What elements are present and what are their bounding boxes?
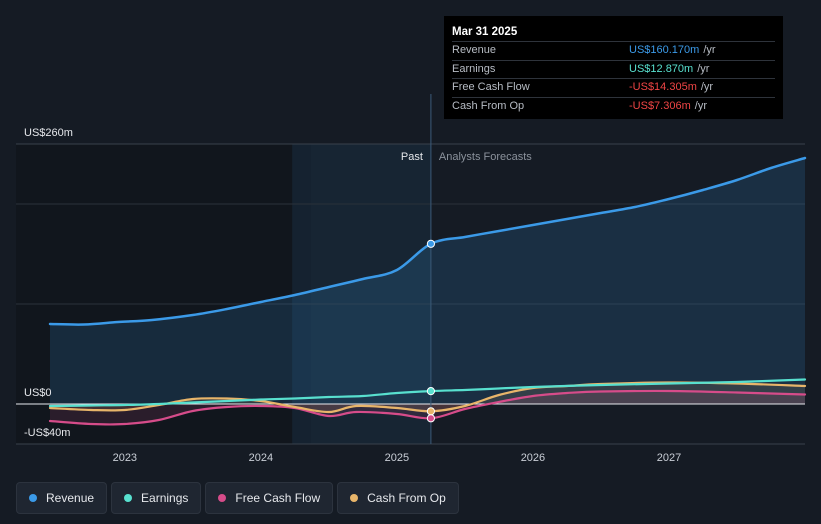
tooltip-row-cash-from-op: Cash From Op -US$7.306m /yr [452, 96, 775, 116]
legend-label: Earnings [141, 491, 189, 505]
tooltip-name: Free Cash Flow [452, 81, 530, 93]
free-cash-flow-line [48, 389, 807, 426]
tooltip-unit: /yr [694, 99, 707, 112]
tooltip-value: -US$7.306m [629, 99, 691, 112]
free-cash-flow-dot-icon [218, 494, 227, 502]
legend-label: Revenue [46, 491, 95, 505]
tooltip-row-free-cash-flow: Free Cash Flow -US$14.305m /yr [452, 78, 775, 97]
x-tick-2023: 2023 [113, 452, 137, 464]
revenue-area [50, 158, 805, 404]
tooltip-row-earnings: Earnings US$12.870m /yr [452, 59, 775, 79]
legend-label: Cash From Op [367, 491, 446, 505]
legend-item-cash-from-op[interactable]: Cash From Op [337, 482, 459, 514]
y-label-top: US$260m [24, 127, 73, 139]
earnings-line [48, 378, 807, 408]
cash-from-op-dot-icon [350, 494, 359, 502]
free-cash-flow-marker [426, 414, 436, 423]
legend-item-revenue[interactable]: Revenue [16, 482, 108, 514]
tooltip-value: US$12.870m [629, 62, 694, 75]
past-label: Past [401, 151, 423, 163]
earnings-dot-icon [124, 494, 133, 502]
y-label-zero: US$0 [24, 387, 52, 399]
free-cash-flow-area [50, 390, 805, 425]
series-fills [50, 158, 805, 425]
cash-from-op-marker [426, 407, 436, 416]
tooltip-row-revenue: Revenue US$160.170m /yr [452, 41, 775, 60]
tooltip-name: Earnings [452, 62, 496, 75]
revenue-marker [426, 239, 436, 248]
x-tick-2026: 2026 [521, 452, 545, 464]
tooltip-unit: /yr [703, 44, 716, 56]
tooltip: Mar 31 2025 Revenue US$160.170m /yr Earn… [444, 16, 783, 119]
tooltip-date: Mar 31 2025 [452, 26, 518, 38]
revenue-dot-icon [29, 494, 37, 502]
legend-label: Free Cash Flow [235, 491, 321, 505]
highlight-band [292, 144, 431, 444]
forecast-label: Analysts Forecasts [439, 151, 532, 163]
earnings-marker [426, 387, 436, 396]
legend-item-earnings[interactable]: Earnings [111, 482, 202, 514]
tooltip-name: Cash From Op [452, 99, 525, 112]
x-tick-2024: 2024 [249, 452, 273, 464]
tooltip-name: Revenue [452, 44, 497, 56]
tooltip-value: US$160.170m [629, 44, 700, 56]
x-tick-2025: 2025 [385, 452, 409, 464]
tooltip-value: -US$14.305m [629, 81, 697, 93]
tooltip-unit: /yr [700, 81, 714, 93]
series-markers [426, 239, 436, 423]
past-shade [16, 144, 311, 444]
legend-item-free-cash-flow[interactable]: Free Cash Flow [205, 482, 334, 514]
tooltip-unit: /yr [697, 62, 710, 75]
legend: Revenue Earnings Free Cash Flow Cash Fro… [16, 482, 459, 515]
cash-from-op-area [50, 382, 805, 413]
x-tick-2027: 2027 [657, 452, 681, 464]
y-label-bottom: -US$40m [24, 427, 70, 439]
